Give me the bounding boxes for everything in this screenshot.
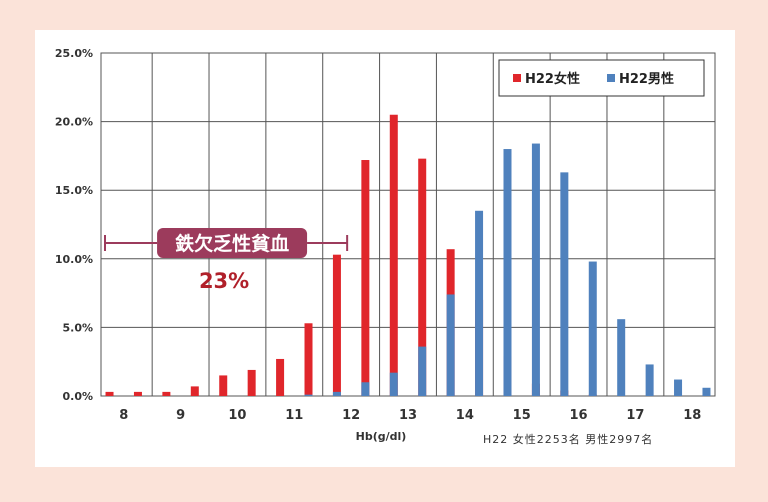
bar-female xyxy=(389,114,398,397)
bar-female xyxy=(332,254,341,396)
y-tick-label: 25.0% xyxy=(55,47,93,60)
bar-male xyxy=(674,379,683,396)
y-tick-label: 10.0% xyxy=(55,253,93,266)
grid xyxy=(100,52,716,397)
bar-male xyxy=(702,387,711,396)
legend: H22女性 H22男性 xyxy=(498,59,705,97)
legend-box xyxy=(498,59,705,97)
bar-male xyxy=(531,143,540,396)
x-tick-label: 13 xyxy=(399,408,417,423)
anemia-label-box xyxy=(157,228,308,258)
axes: 0.0% 5.0% 10.0% 15.0% 20.0% 25.0% 8 9 10 11 12 13 14… xyxy=(55,47,701,423)
x-tick-label: 14 xyxy=(456,408,474,423)
anemia-label: 鉄欠乏性貧血 xyxy=(175,232,289,255)
y-tick-label: 20.0% xyxy=(55,116,93,129)
y-tick-label: 0.0% xyxy=(62,390,93,403)
y-tick-label: 15.0% xyxy=(55,184,93,197)
x-tick-label: 15 xyxy=(513,408,531,423)
bar-male xyxy=(361,382,370,396)
legend-swatch-female xyxy=(513,74,521,82)
x-tick-label: 11 xyxy=(285,408,303,423)
bar-female xyxy=(247,369,256,396)
bar-female xyxy=(162,391,171,396)
sample-note: H22 女性2253名 男性2997名 xyxy=(483,432,653,446)
bar-chart: 0.0% 5.0% 10.0% 15.0% 20.0% 25.0% 8 9 10 11 12 13 14… xyxy=(55,47,716,446)
legend-label-female: H22女性 xyxy=(525,71,580,87)
bars xyxy=(105,114,711,397)
x-axis-label: Hb(g/dl) xyxy=(356,430,407,443)
chart-panel: 0.0% 5.0% 10.0% 15.0% 20.0% 25.0% 8 9 10 11 12 13 14… xyxy=(35,30,735,467)
bar-male xyxy=(560,172,569,396)
anemia-annotation: 鉄欠乏性貧血 23% xyxy=(104,228,349,293)
x-tick-label: 17 xyxy=(626,408,644,423)
y-tick-label: 5.0% xyxy=(62,321,93,334)
bar-female xyxy=(361,160,370,396)
bar-male xyxy=(588,261,597,396)
x-tick-label: 12 xyxy=(342,408,360,423)
bar-male xyxy=(418,346,427,396)
bar-female xyxy=(304,323,313,396)
bar-female xyxy=(219,375,228,396)
legend-label-male: H22男性 xyxy=(619,71,674,87)
x-tick-label: 16 xyxy=(570,408,588,423)
bar-female xyxy=(133,391,142,396)
x-tick-label: 10 xyxy=(228,408,246,423)
anemia-percent: 23% xyxy=(199,269,249,293)
bar-male xyxy=(503,149,512,396)
bar-male xyxy=(617,319,626,396)
bar-female xyxy=(276,358,285,396)
bar-male xyxy=(332,391,341,396)
bar-male xyxy=(475,210,484,396)
bar-male xyxy=(304,394,313,396)
bar-male xyxy=(645,364,654,396)
x-tick-label: 9 xyxy=(176,408,185,423)
bar-female xyxy=(190,386,199,396)
legend-swatch-male xyxy=(607,74,615,82)
x-tick-label: 8 xyxy=(119,408,128,423)
bar-male xyxy=(389,372,398,396)
bar-female xyxy=(418,158,427,396)
bar-female xyxy=(105,391,114,396)
x-tick-label: 18 xyxy=(683,408,701,423)
bar-male xyxy=(446,294,455,396)
